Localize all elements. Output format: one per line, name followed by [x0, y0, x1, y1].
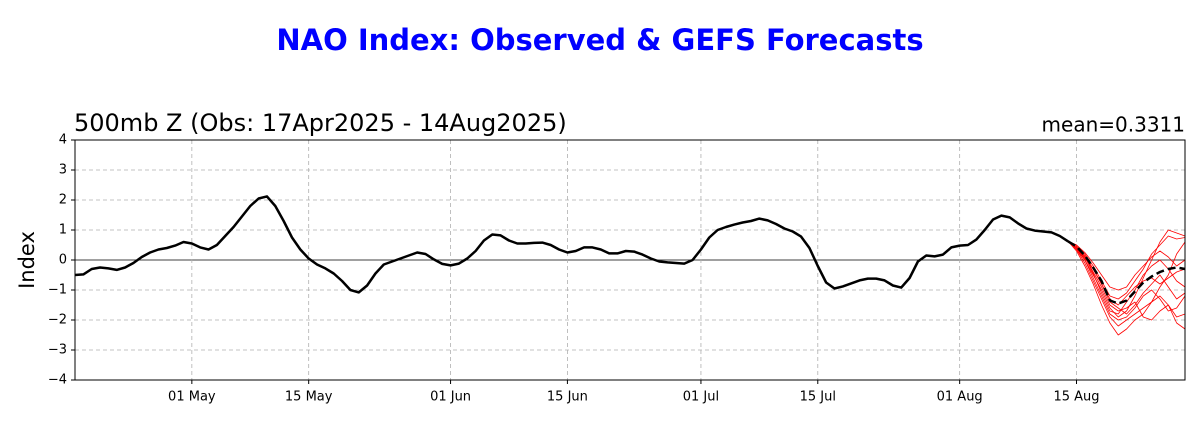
- x-tick-label: 15 Aug: [1053, 390, 1099, 405]
- y-tick-label: 2: [59, 193, 67, 208]
- x-tick-label: 01 Jun: [430, 390, 471, 405]
- y-axis-label: Index: [15, 231, 39, 289]
- y-tick-label: 3: [59, 163, 67, 178]
- y-tick-label: −4: [48, 373, 67, 388]
- chart-subtitle: 500mb Z (Obs: 17Apr2025 - 14Aug2025): [74, 109, 567, 137]
- plot-area: [74, 139, 1186, 381]
- x-tick-label: 01 Jul: [683, 390, 719, 405]
- ensemble-mean-line: [1067, 240, 1186, 305]
- x-tick-label: 01 Aug: [937, 390, 983, 405]
- x-tick-label: 15 Jun: [547, 390, 588, 405]
- y-tick-label: −2: [48, 313, 67, 328]
- ensemble-member-line: [1068, 241, 1186, 291]
- y-tick-label: 4: [59, 133, 67, 148]
- ensemble-member-line: [1067, 241, 1186, 315]
- y-tick-label: −1: [48, 283, 67, 298]
- ensemble-member-line: [1067, 241, 1186, 315]
- x-tick-label: 15 Jul: [800, 390, 836, 405]
- y-tick-label: 0: [59, 253, 67, 268]
- observed-line: [74, 195, 1069, 294]
- x-tick-label: 15 May: [285, 390, 333, 405]
- chart-title: NAO Index: Observed & GEFS Forecasts: [276, 23, 923, 57]
- ensemble-member-line: [1067, 229, 1186, 318]
- y-tick-label: −3: [48, 343, 67, 358]
- ensemble-member-line: [1067, 241, 1186, 327]
- mean-annotation: mean=0.3311: [1042, 113, 1185, 137]
- ensemble-member-line: [1067, 241, 1186, 321]
- ensemble-member-line: [1067, 241, 1186, 306]
- x-tick-label: 01 May: [168, 390, 216, 405]
- ensemble-member-line: [1067, 241, 1186, 336]
- y-tick-label: 1: [59, 223, 67, 238]
